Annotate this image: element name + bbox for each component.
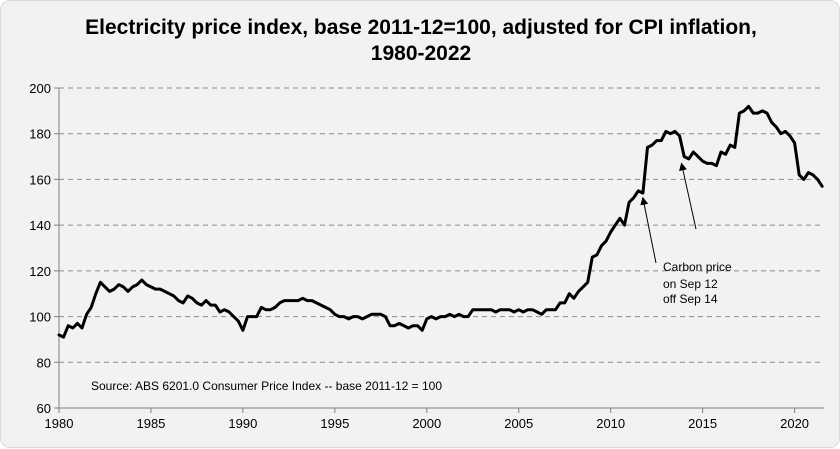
- x-tick-label: 2015: [688, 416, 717, 431]
- x-tick-label: 2000: [412, 416, 441, 431]
- y-tick-label: 100: [29, 310, 51, 325]
- annotation-line-2: on Sep 12: [663, 277, 718, 291]
- annotation-arrow: [679, 162, 697, 230]
- y-tick-label: 120: [29, 264, 51, 279]
- y-tick-label: 140: [29, 218, 51, 233]
- y-tick-label: 180: [29, 127, 51, 142]
- source-note: Source: ABS 6201.0 Consumer Price Index …: [91, 379, 442, 393]
- x-tick-label: 1985: [136, 416, 165, 431]
- annotation-line-3: off Sep 14: [663, 292, 718, 306]
- y-tick-label: 80: [37, 355, 51, 370]
- axes: [54, 87, 824, 413]
- series-line-0: [57, 104, 824, 339]
- y-tick-label: 200: [29, 81, 51, 96]
- carbon-price-annotation: Carbon price on Sep 12 off Sep 14: [640, 162, 732, 306]
- x-tick-label: 2020: [780, 416, 809, 431]
- x-tick-label: 1990: [228, 416, 257, 431]
- plot-area: [59, 88, 824, 408]
- y-tick-label: 160: [29, 172, 51, 187]
- chart-title-line-2: 1980-2022: [371, 42, 471, 65]
- x-tick-label: 1980: [45, 416, 74, 431]
- tick-labels: 60 80 100 120 140 160 180 200 1980 1985 1990 1995 20…: [29, 81, 809, 431]
- chart-title-line-1: Electricity price index, base 2011-12=10…: [85, 16, 757, 39]
- y-tick-label: 60: [37, 401, 51, 416]
- annotation-line-1: Carbon price: [663, 260, 732, 274]
- gridlines: [59, 87, 824, 408]
- x-tick-label: 2010: [596, 416, 625, 431]
- x-tick-label: 2005: [504, 416, 533, 431]
- series-layer: [57, 104, 824, 339]
- x-tick-label: 1995: [320, 416, 349, 431]
- annotation-arrow: [640, 196, 657, 264]
